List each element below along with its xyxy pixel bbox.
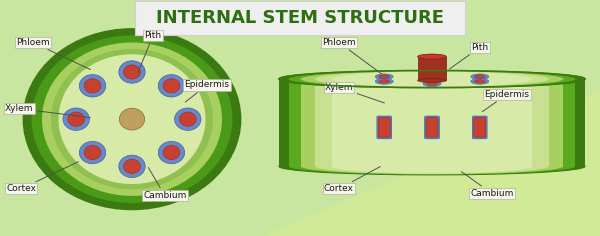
Ellipse shape: [289, 71, 575, 87]
Ellipse shape: [179, 112, 196, 126]
Ellipse shape: [51, 49, 213, 189]
Text: Cortex: Cortex: [324, 167, 380, 193]
Ellipse shape: [301, 71, 563, 87]
FancyBboxPatch shape: [473, 116, 487, 139]
Ellipse shape: [475, 75, 485, 78]
Ellipse shape: [279, 71, 585, 88]
Ellipse shape: [375, 79, 393, 84]
Ellipse shape: [427, 82, 437, 85]
Ellipse shape: [315, 71, 549, 87]
Ellipse shape: [475, 80, 485, 83]
Ellipse shape: [379, 75, 389, 78]
Ellipse shape: [279, 158, 585, 175]
Ellipse shape: [423, 72, 441, 77]
Ellipse shape: [24, 30, 240, 209]
Bar: [332, 79, 532, 166]
Ellipse shape: [79, 75, 106, 97]
Ellipse shape: [471, 79, 489, 84]
Polygon shape: [264, 90, 600, 236]
Ellipse shape: [68, 112, 85, 126]
Ellipse shape: [279, 158, 585, 175]
Ellipse shape: [379, 80, 389, 83]
Ellipse shape: [124, 65, 140, 79]
Ellipse shape: [471, 74, 489, 80]
FancyBboxPatch shape: [474, 118, 486, 137]
Ellipse shape: [175, 108, 201, 130]
FancyBboxPatch shape: [378, 118, 390, 137]
FancyBboxPatch shape: [473, 116, 487, 139]
Bar: [418, 57, 446, 80]
Ellipse shape: [119, 155, 145, 178]
Ellipse shape: [418, 78, 446, 83]
Ellipse shape: [418, 54, 446, 59]
FancyBboxPatch shape: [377, 116, 391, 139]
Text: Cambium: Cambium: [461, 172, 514, 198]
Text: Phloem: Phloem: [322, 38, 385, 76]
Ellipse shape: [158, 75, 185, 97]
FancyBboxPatch shape: [378, 118, 390, 137]
Ellipse shape: [375, 74, 393, 80]
Ellipse shape: [158, 141, 185, 164]
Ellipse shape: [119, 61, 145, 83]
Text: Xylem: Xylem: [325, 83, 385, 103]
Text: Xylem: Xylem: [5, 104, 90, 118]
Ellipse shape: [332, 72, 532, 87]
Bar: [315, 79, 549, 166]
FancyBboxPatch shape: [135, 1, 465, 35]
Ellipse shape: [332, 159, 532, 173]
Ellipse shape: [423, 81, 441, 87]
Bar: [289, 79, 575, 166]
FancyBboxPatch shape: [426, 118, 438, 137]
Ellipse shape: [79, 141, 106, 164]
FancyBboxPatch shape: [426, 118, 438, 137]
Ellipse shape: [289, 158, 575, 175]
Text: Cortex: Cortex: [6, 162, 79, 193]
Ellipse shape: [84, 79, 101, 93]
Ellipse shape: [427, 73, 437, 76]
Text: Pith: Pith: [449, 43, 488, 69]
Bar: [301, 79, 563, 166]
Bar: [279, 79, 585, 166]
Ellipse shape: [59, 54, 205, 184]
Ellipse shape: [301, 159, 563, 174]
Text: INTERNAL STEM STRUCTURE: INTERNAL STEM STRUCTURE: [156, 9, 444, 27]
Text: Cambium: Cambium: [143, 168, 187, 200]
Ellipse shape: [63, 108, 89, 130]
Text: Phloem: Phloem: [16, 38, 91, 70]
FancyBboxPatch shape: [377, 116, 391, 139]
Text: Epidermis: Epidermis: [482, 90, 530, 112]
FancyBboxPatch shape: [425, 116, 439, 139]
Ellipse shape: [32, 35, 233, 203]
FancyBboxPatch shape: [425, 116, 439, 139]
Ellipse shape: [124, 159, 140, 173]
Ellipse shape: [279, 71, 585, 88]
Ellipse shape: [119, 108, 145, 130]
Ellipse shape: [163, 145, 180, 160]
Ellipse shape: [42, 42, 222, 196]
Text: Pith: Pith: [138, 31, 161, 73]
Ellipse shape: [163, 79, 180, 93]
FancyBboxPatch shape: [474, 118, 486, 137]
Ellipse shape: [315, 159, 549, 174]
Text: Epidermis: Epidermis: [185, 80, 229, 102]
Ellipse shape: [84, 145, 101, 160]
